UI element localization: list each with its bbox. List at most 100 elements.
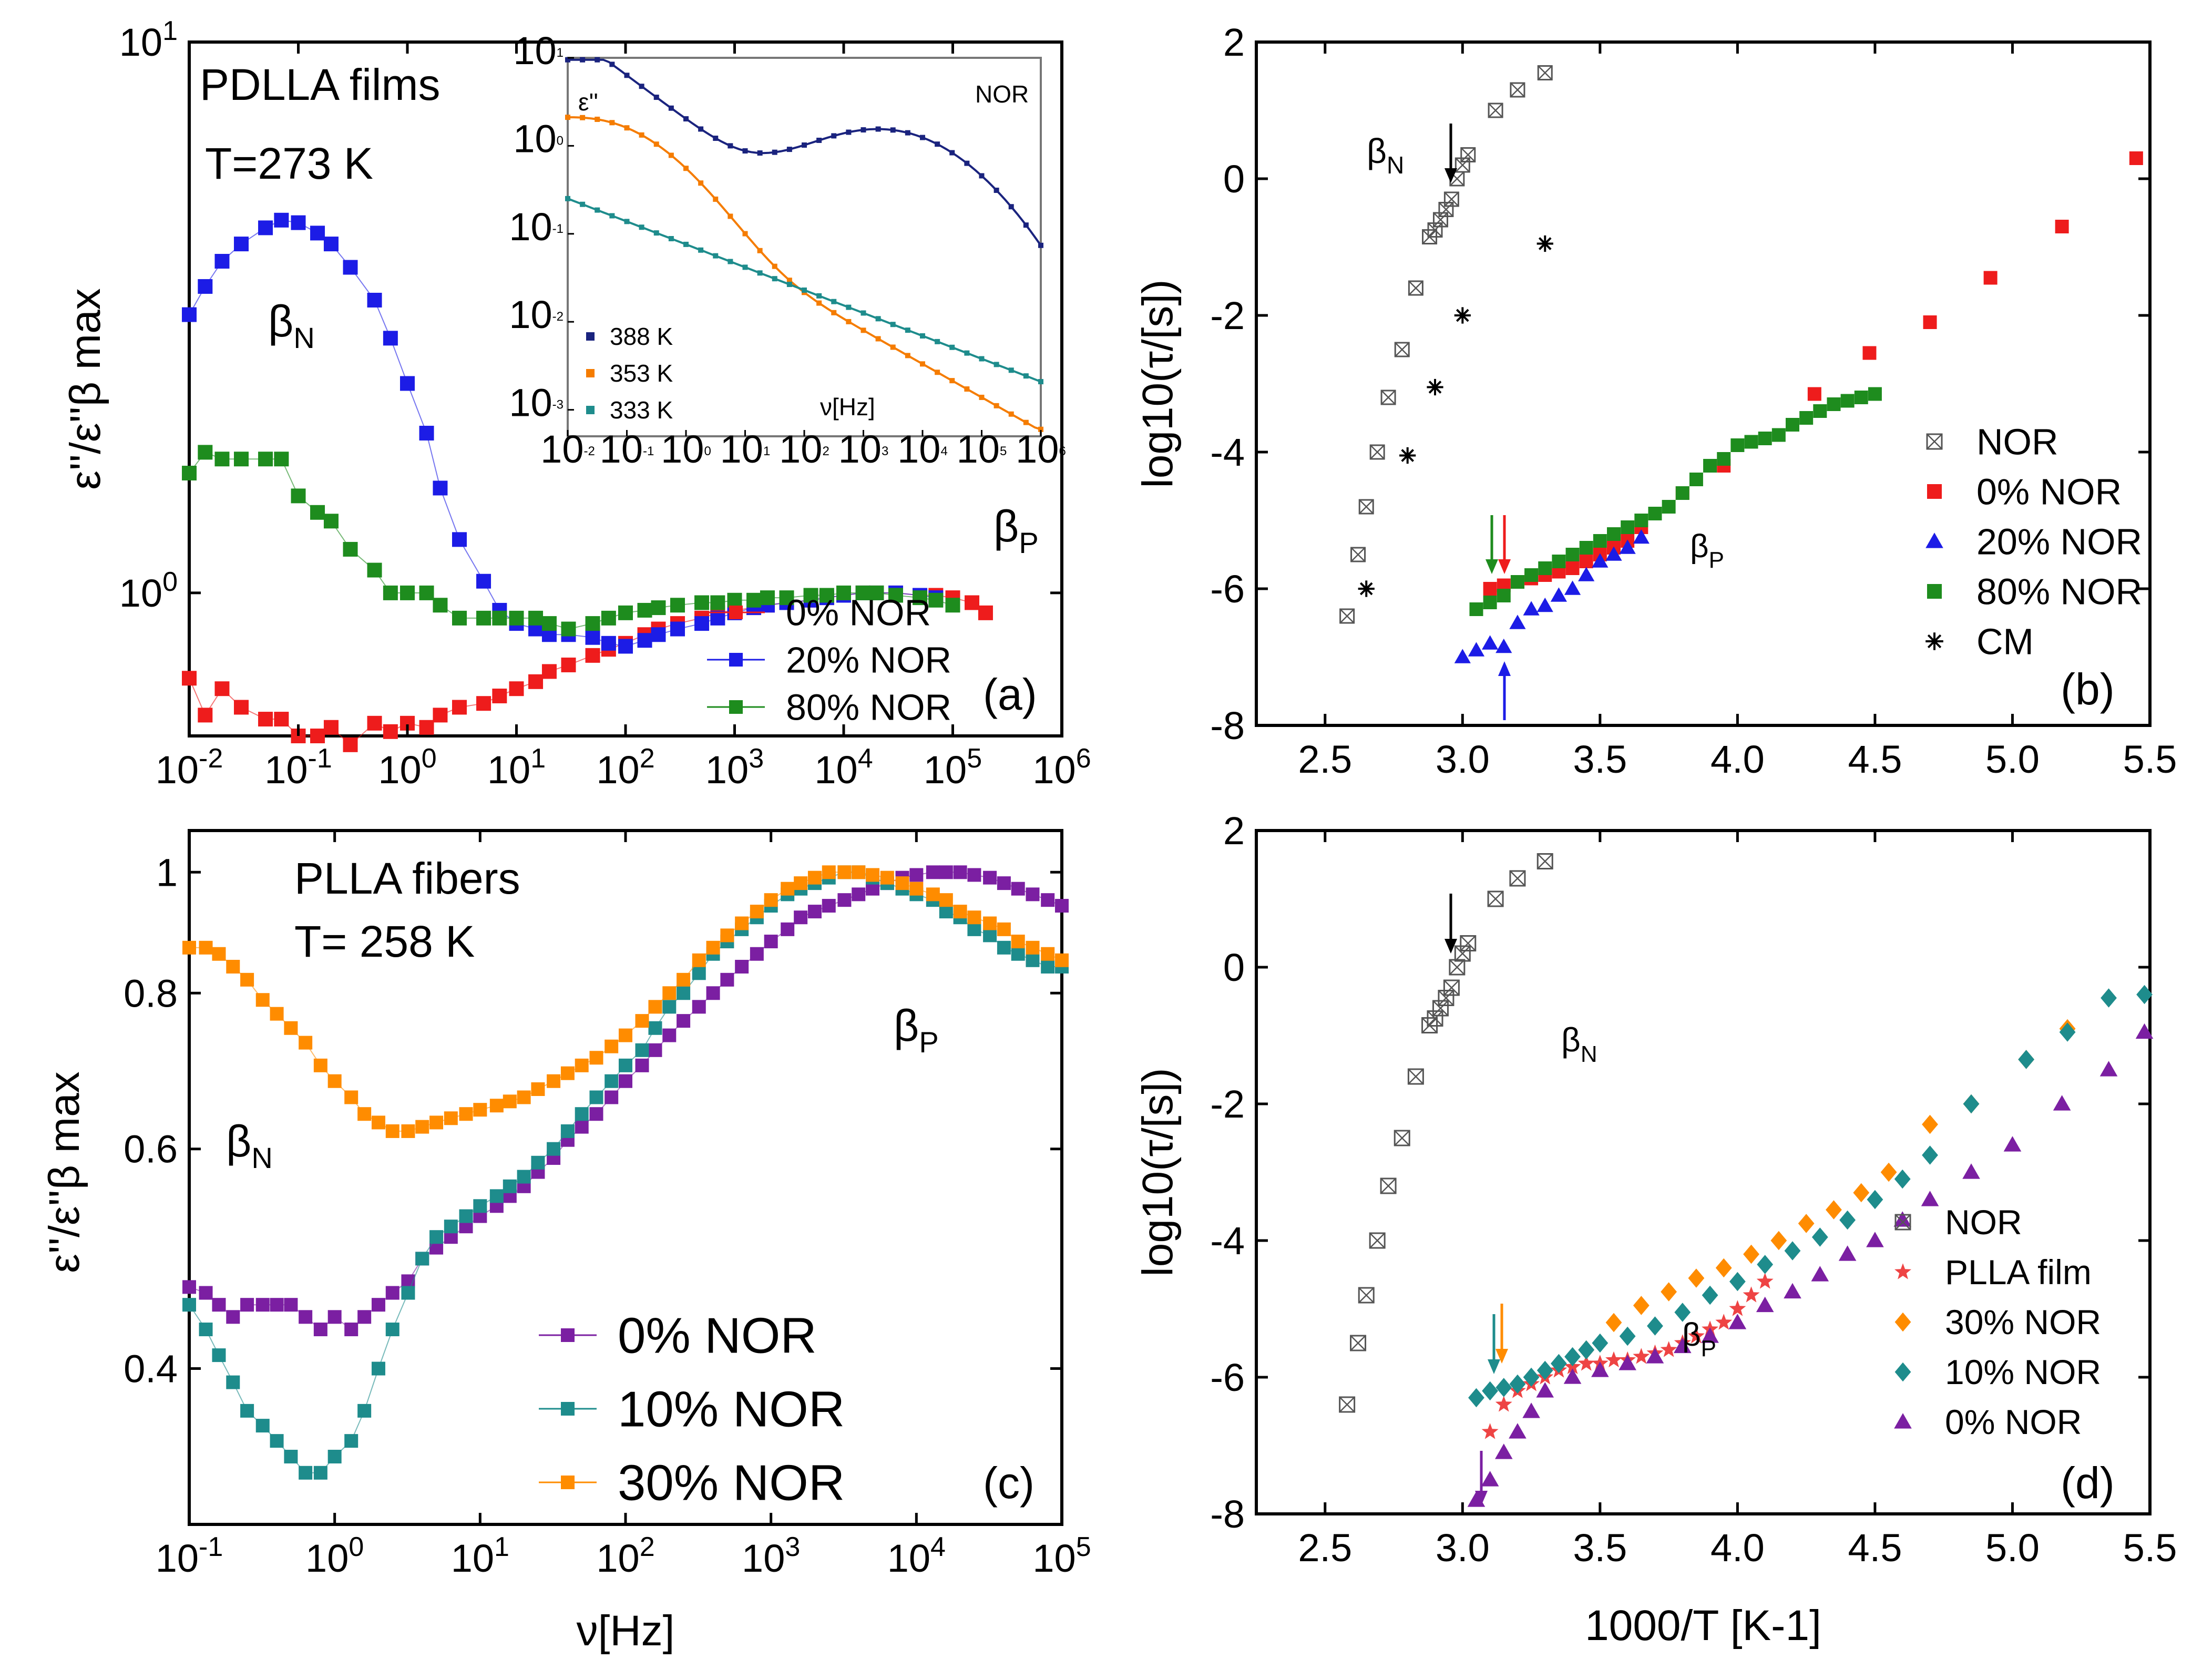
data-point — [1454, 157, 1470, 173]
data-point — [1578, 1355, 1595, 1371]
data-point — [323, 720, 339, 735]
panel-a-letter: (a) — [983, 670, 1037, 719]
legend-marker — [1894, 1312, 1911, 1332]
data-point — [385, 1323, 400, 1337]
data-point — [255, 1298, 270, 1312]
inset-point — [890, 322, 896, 327]
inset-point — [757, 248, 763, 253]
data-point — [837, 893, 852, 907]
data-point — [212, 947, 226, 961]
inset-x-tick-label: 103 — [838, 427, 889, 471]
data-point — [1811, 1227, 1828, 1247]
data-point — [1468, 642, 1485, 657]
data-point — [415, 1252, 429, 1266]
data-point — [371, 1298, 385, 1312]
data-point — [1701, 1327, 1719, 1343]
legend-label: 80% NOR — [1976, 571, 2142, 612]
data-point — [1634, 514, 1648, 527]
data-point — [1055, 953, 1069, 967]
data-point — [1438, 202, 1454, 217]
data-point — [419, 425, 434, 441]
data-point — [1619, 1355, 1636, 1370]
data-point — [585, 630, 600, 645]
data-point — [433, 480, 448, 496]
y-tick-label: 100 — [119, 567, 178, 615]
data-point — [1867, 1190, 1883, 1210]
data-point — [344, 1323, 358, 1337]
data-point — [913, 590, 928, 606]
data-point — [1633, 529, 1650, 544]
data-point — [1495, 1396, 1512, 1412]
data-point — [344, 1090, 358, 1104]
data-point — [182, 1298, 196, 1312]
data-point — [1550, 587, 1567, 602]
data-point — [819, 588, 834, 603]
data-point — [1358, 1287, 1375, 1304]
data-point — [635, 1043, 649, 1057]
data-point — [1460, 147, 1476, 162]
data-point — [1963, 1094, 1980, 1114]
data-point — [1744, 435, 1758, 449]
data-point — [670, 621, 685, 637]
inset-point — [639, 84, 644, 89]
data-point — [662, 986, 677, 1000]
panel-a-title: PDLLA films — [200, 60, 441, 109]
data-point — [274, 712, 289, 727]
data-point — [1537, 853, 1553, 869]
data-point — [978, 605, 993, 620]
data-point — [182, 671, 197, 686]
data-point — [1894, 1169, 1911, 1189]
data-point — [1661, 1282, 1677, 1302]
data-point — [1799, 411, 1814, 425]
data-point — [1565, 548, 1580, 561]
data-point — [619, 1058, 632, 1072]
y-tick-label: 2 — [1223, 809, 1245, 853]
data-point — [1407, 1068, 1424, 1085]
panel-d: 2.5 3.0 3.5 4.0 4.5 5.0 5.5 -8 -6 -4 -2 0 2 log10(τ/… — [1134, 809, 2177, 1650]
inset-point — [786, 147, 792, 152]
inset-point — [949, 344, 955, 350]
data-point — [619, 1028, 632, 1042]
data-point — [1339, 608, 1355, 624]
y-tick-label: 101 — [119, 16, 178, 64]
inset-point — [920, 135, 925, 140]
y-tick-label: -8 — [1210, 704, 1245, 747]
inset-point — [565, 115, 570, 120]
data-point — [1605, 1351, 1622, 1368]
data-point — [234, 237, 249, 252]
data-point — [869, 585, 884, 600]
inset-point — [668, 236, 674, 242]
data-point — [1449, 959, 1466, 976]
x-tick-label: 105 — [1032, 1532, 1091, 1580]
data-point — [1840, 394, 1855, 408]
data-point — [589, 1090, 603, 1104]
legend-marker — [1926, 433, 1943, 450]
legend-label: 0% NOR — [1976, 472, 2122, 513]
data-point — [1443, 191, 1459, 207]
data-point — [429, 1230, 444, 1244]
legend-marker — [1894, 1214, 1911, 1231]
x-tick-label: 2.5 — [1298, 737, 1352, 781]
y-tick-label: 0.8 — [124, 971, 178, 1015]
data-point — [735, 959, 749, 974]
data-point — [1674, 1303, 1691, 1322]
data-point — [2059, 1022, 2076, 1042]
inset-point — [595, 57, 600, 63]
data-point — [1537, 65, 1553, 80]
data-point — [299, 1310, 313, 1324]
data-point — [1055, 899, 1069, 913]
data-point — [1922, 1114, 1938, 1134]
data-point — [459, 1209, 473, 1223]
data-point — [560, 1124, 575, 1138]
x-tick-label: 5.0 — [1985, 1526, 2040, 1570]
legend-marker — [1925, 632, 1943, 650]
data-point — [258, 452, 273, 467]
panel-d-arrows — [1445, 894, 1508, 1505]
inset-point — [786, 278, 792, 283]
data-point — [401, 1286, 415, 1300]
data-point — [585, 616, 600, 631]
data-point — [1026, 887, 1040, 902]
x-tick-label: 3.5 — [1573, 1526, 1627, 1570]
legend-marker — [1927, 584, 1942, 599]
